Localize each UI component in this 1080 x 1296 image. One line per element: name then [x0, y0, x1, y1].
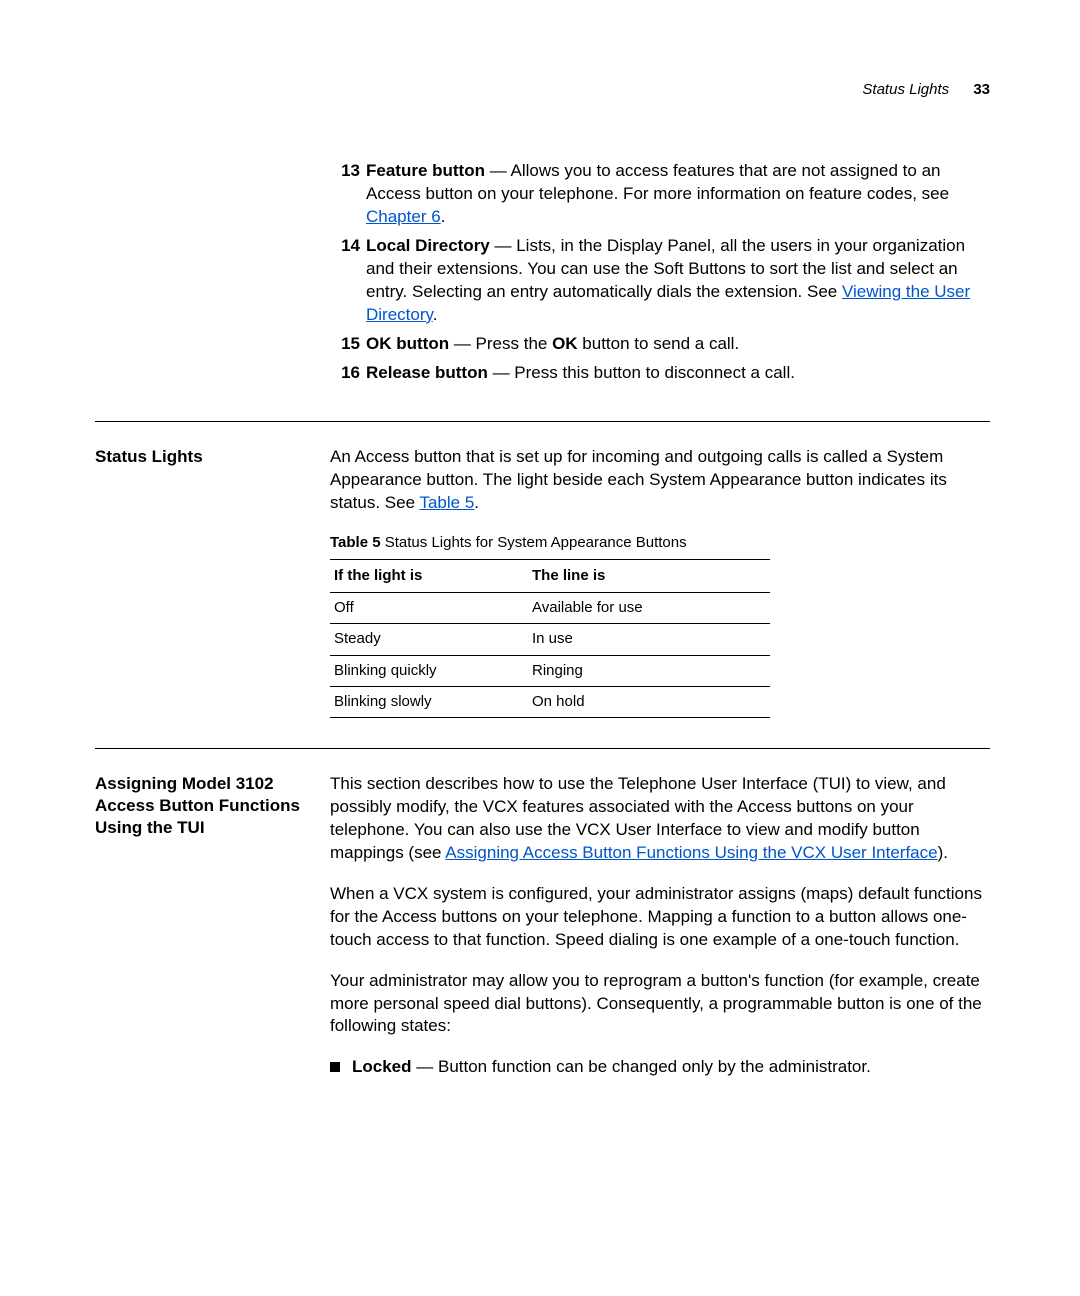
item-14: 14 Local Directory — Lists, in the Displ… [330, 235, 990, 327]
cell-line: In use [528, 624, 770, 655]
table-row: Off Available for use [330, 593, 770, 624]
col-header-light: If the light is [330, 559, 528, 592]
intro-post: . [474, 493, 479, 512]
table-caption-rest: Status Lights for System Appearance Butt… [381, 534, 687, 551]
cell-line: Available for use [528, 593, 770, 624]
divider-1 [95, 421, 990, 422]
table-5-link[interactable]: Table 5 [419, 493, 474, 512]
item-lead: Feature button [366, 161, 485, 180]
bullet-lead: Locked [352, 1057, 412, 1076]
chapter-6-link[interactable]: Chapter 6 [366, 207, 441, 226]
page: Status Lights 33 13 Feature button — All… [0, 0, 1080, 1296]
table-row: Steady In use [330, 624, 770, 655]
assign-bullets: Locked — Button function can be changed … [330, 1056, 990, 1079]
item-post: button to send a call. [578, 334, 740, 353]
status-lights-table: If the light is The line is Off Availabl… [330, 559, 770, 718]
item-16: 16 Release button — Press this button to… [330, 362, 990, 385]
item-text: Release button — Press this button to di… [366, 362, 990, 385]
assign-p3: Your administrator may allow you to repr… [330, 970, 990, 1039]
item-number: 16 [330, 362, 366, 385]
item-15: 15 OK button — Press the OK button to se… [330, 333, 990, 356]
item-number: 15 [330, 333, 366, 356]
cell-line: On hold [528, 686, 770, 717]
table-caption-bold: Table 5 [330, 534, 381, 551]
cell-light: Steady [330, 624, 528, 655]
table-5-caption: Table 5 Status Lights for System Appeara… [330, 533, 990, 553]
item-pre: — Press the [449, 334, 552, 353]
status-lights-heading: Status Lights [95, 446, 330, 468]
assigning-section: Assigning Model 3102 Access Button Funct… [95, 773, 990, 1079]
item-text: OK button — Press the OK button to send … [366, 333, 990, 356]
divider-2 [95, 748, 990, 749]
cell-light: Off [330, 593, 528, 624]
assigning-access-button-link[interactable]: Assigning Access Button Functions Using … [445, 843, 937, 862]
header-page-number: 33 [973, 81, 990, 98]
cell-light: Blinking quickly [330, 655, 528, 686]
numbered-items: 13 Feature button — Allows you to access… [330, 160, 990, 390]
item-text: Local Directory — Lists, in the Display … [366, 235, 990, 327]
assigning-heading: Assigning Model 3102 Access Button Funct… [95, 773, 330, 839]
header-section: Status Lights [862, 81, 949, 98]
table-row: Blinking slowly On hold [330, 686, 770, 717]
assigning-body: This section describes how to use the Te… [330, 773, 990, 1079]
p1-post: ). [938, 843, 948, 862]
status-lights-section: Status Lights An Access button that is s… [95, 446, 990, 718]
item-bold2: OK [552, 334, 578, 353]
bullet-rest: — Button function can be changed only by… [412, 1057, 871, 1076]
item-post: . [433, 305, 438, 324]
bullet-text: Locked — Button function can be changed … [352, 1056, 871, 1079]
table-row: Blinking quickly Ringing [330, 655, 770, 686]
cell-line: Ringing [528, 655, 770, 686]
item-pre: — Press this button to disconnect a call… [488, 363, 795, 382]
col-header-line: The line is [528, 559, 770, 592]
status-lights-intro: An Access button that is set up for inco… [330, 446, 990, 515]
item-lead: Local Directory [366, 236, 490, 255]
assign-p1: This section describes how to use the Te… [330, 773, 990, 865]
item-number: 13 [330, 160, 366, 183]
item-number: 14 [330, 235, 366, 258]
item-lead: OK button [366, 334, 449, 353]
bullet-locked: Locked — Button function can be changed … [330, 1056, 990, 1079]
item-lead: Release button [366, 363, 488, 382]
square-bullet-icon [330, 1062, 340, 1072]
assign-p2: When a VCX system is configured, your ad… [330, 883, 990, 952]
item-13: 13 Feature button — Allows you to access… [330, 160, 990, 229]
numbered-items-block: 13 Feature button — Allows you to access… [95, 160, 990, 390]
status-lights-body: An Access button that is set up for inco… [330, 446, 990, 718]
running-header: Status Lights 33 [95, 80, 990, 100]
item-post: . [441, 207, 446, 226]
item-text: Feature button — Allows you to access fe… [366, 160, 990, 229]
cell-light: Blinking slowly [330, 686, 528, 717]
